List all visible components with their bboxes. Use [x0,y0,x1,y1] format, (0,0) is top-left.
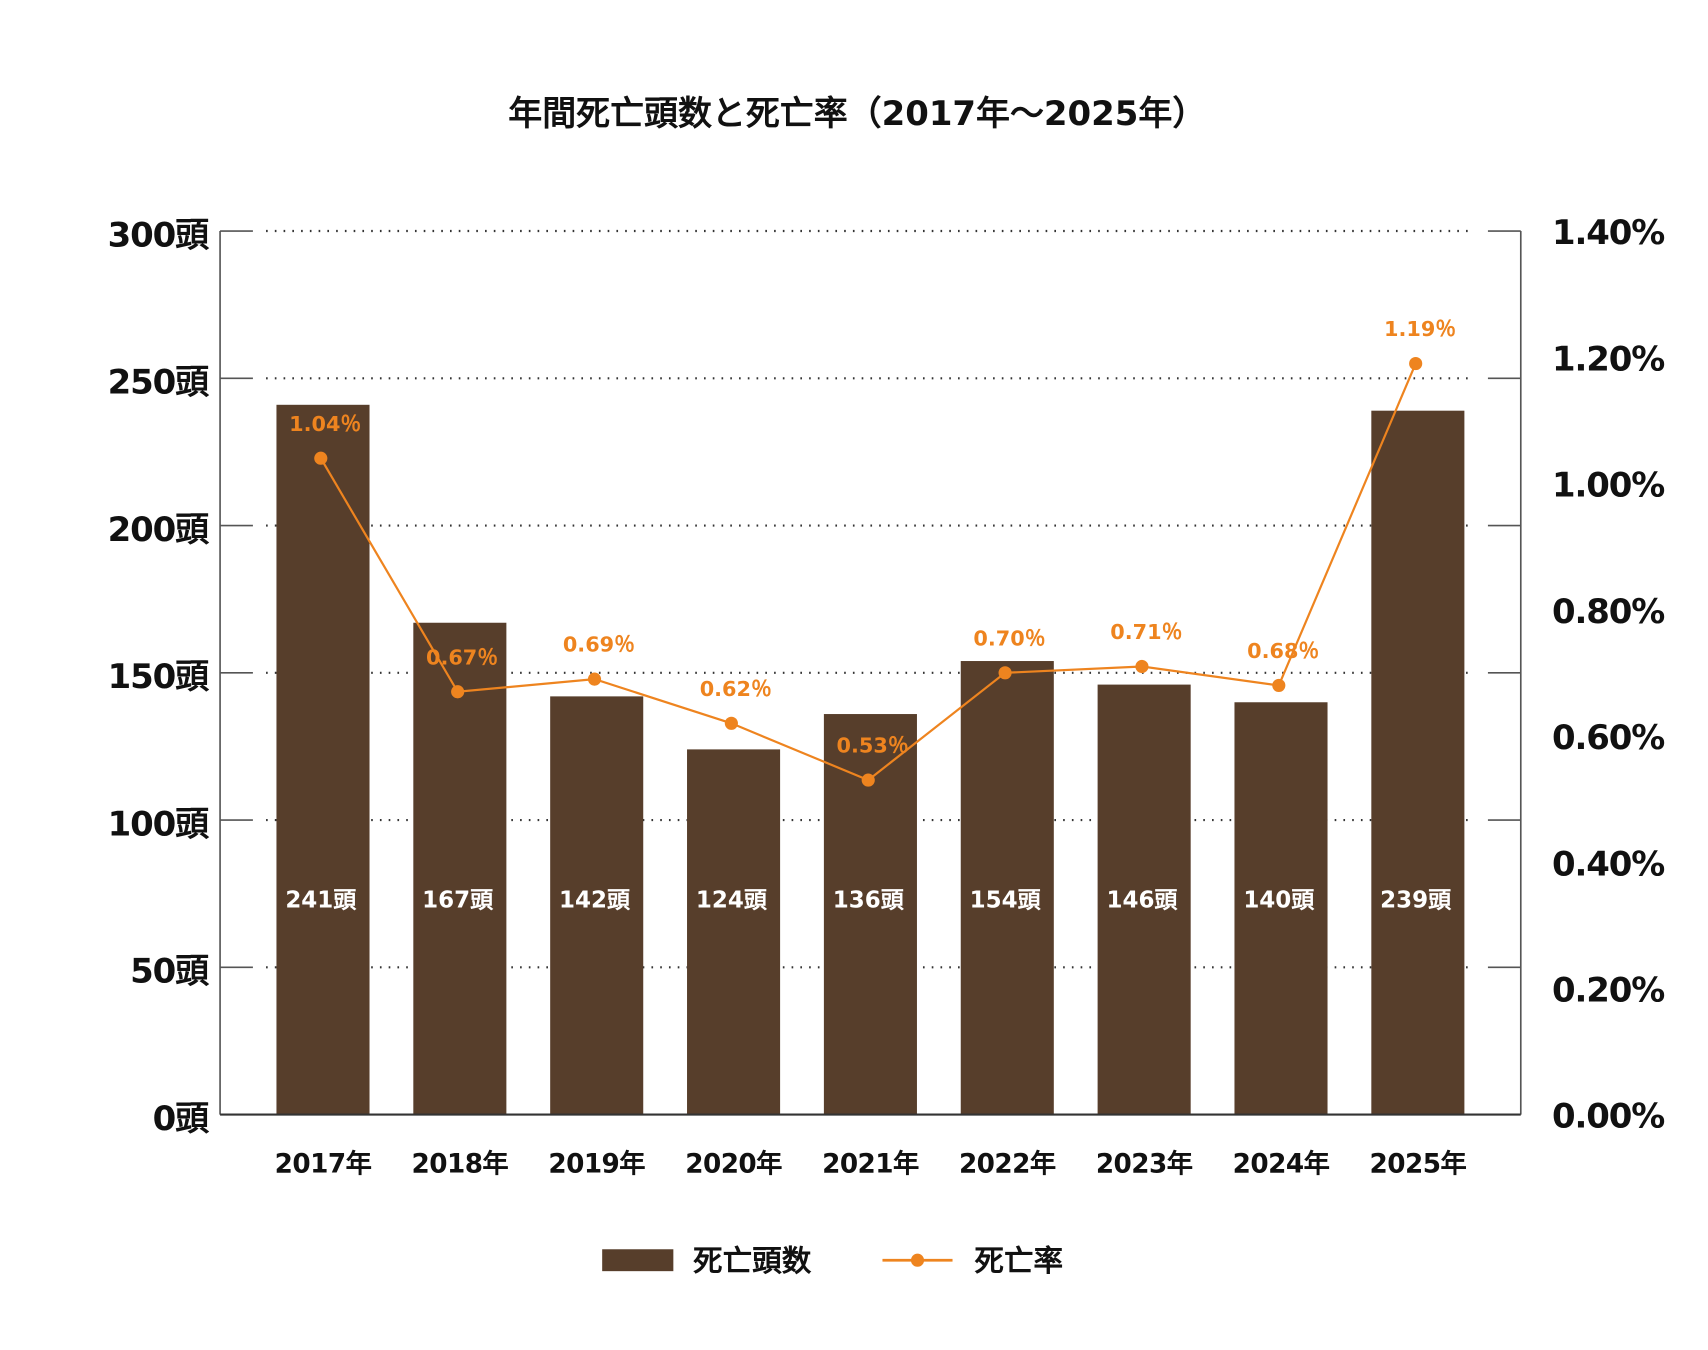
bars: 241頭 167頭 142頭 124頭 136頭 154頭 146頭 140頭 239頭 [276,404,1465,1115]
y-left-tick-label: 0頭 [153,1099,211,1139]
rate-line: 1.04％ 0.67％ 0.69％ 0.62％ 0.53％ 0.70％ 0.71％ 0.68％… [289,317,1456,787]
bar [1097,684,1191,1115]
rate-value-label: 0.68％ [1247,639,1319,663]
bar-value-label: 241頭 [285,888,357,914]
y-right-tick-label: 1.00% [1552,466,1664,506]
rate-value-label: 0.67％ [426,645,498,669]
rate-marker [1409,356,1423,371]
bar [276,404,370,1115]
bar-value-label: 140頭 [1243,888,1315,914]
rate-value-label: 0.69％ [563,633,635,657]
legend-swatch-marker [910,1253,925,1267]
axes: 0頭 50頭 100頭 150頭 200頭 250頭 300頭 0.00% 0.20% 0.40%… [108,213,1666,1180]
chart-title: 年間死亡頭数と死亡率（2017年〜2025年） [508,94,1206,134]
rate-marker [587,672,602,686]
legend: 死亡頭数 死亡率 [602,1244,1063,1278]
y-left-tick-label: 100頭 [108,804,211,844]
rate-value-label: 1.19％ [1384,317,1456,341]
y-left-tick-label: 300頭 [108,215,211,255]
bar-value-label: 167頭 [422,888,494,914]
x-tick-label: 2024年 [1233,1149,1330,1180]
rate-value-label: 0.71％ [1110,620,1182,644]
bar-value-label: 124頭 [696,888,768,914]
y-right-tick-label: 0.40% [1552,844,1664,884]
rate-marker [314,451,328,465]
y-left-tick-label: 50頭 [130,952,210,992]
rate-value-label: 0.70％ [973,626,1045,650]
rate-marker [861,773,875,787]
x-tick-label: 2023年 [1096,1149,1193,1180]
bar-value-label: 142頭 [559,888,631,914]
rate-marker [451,685,465,699]
y-right-tick-label: 1.40% [1552,213,1664,253]
y-right-tick-label: 0.60% [1552,718,1664,758]
bar-value-label: 146頭 [1106,888,1178,914]
x-tick-label: 2021年 [822,1149,919,1180]
bar [413,622,507,1115]
bar-value-label: 154頭 [970,888,1042,914]
bar [1371,410,1465,1115]
x-tick-label: 2019年 [548,1149,645,1180]
y-right-tick-label: 1.20% [1552,339,1664,379]
y-left-tick-label: 150頭 [108,657,211,697]
legend-label-line: 死亡率 [974,1244,1063,1278]
legend-swatch-bar [602,1249,674,1272]
rate-value-label: 0.62％ [700,677,772,701]
y-left-tick-label: 200頭 [108,510,211,550]
bar [687,749,781,1115]
x-tick-label: 2017年 [275,1149,372,1180]
rate-marker [724,716,738,730]
bar [960,661,1054,1115]
x-tick-label: 2018年 [412,1149,509,1180]
bar [1234,702,1328,1115]
x-tick-label: 2020年 [685,1149,782,1180]
rate-value-label: 0.53％ [837,734,909,758]
y-right-tick-label: 0.20% [1552,971,1664,1011]
bar [550,696,644,1115]
bar-value-label: 239頭 [1380,888,1452,914]
y-left-tick-label: 250頭 [108,363,211,403]
y-right-tick-label: 0.80% [1552,592,1664,632]
y-right-tick-label: 0.00% [1552,1097,1664,1137]
x-tick-label: 2022年 [959,1149,1056,1180]
x-tick-label: 2025年 [1370,1149,1467,1180]
legend-label-bar: 死亡頭数 [693,1244,812,1278]
rate-marker [998,666,1012,680]
rate-marker [1272,678,1286,693]
rate-marker [1135,659,1149,674]
bar-value-label: 136頭 [833,888,905,914]
rate-value-label: 1.04％ [289,412,361,436]
